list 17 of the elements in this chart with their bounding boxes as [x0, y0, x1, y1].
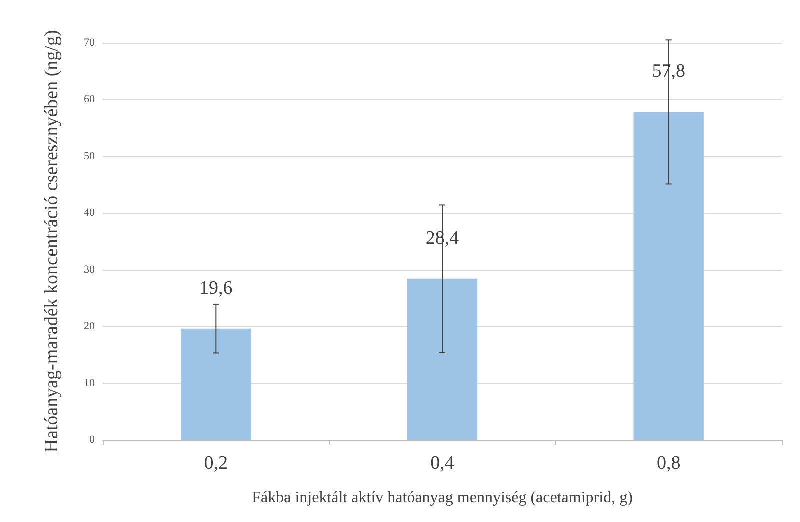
- y-axis-title: Hatóanyag-maradék koncentráció cseresznyében (ng/g): [42, 30, 62, 453]
- x-tick-label: 0,8: [656, 453, 681, 474]
- x-axis-title: Fákba injektált aktív hatóanyag mennyiség (acetamiprid, g): [252, 490, 633, 506]
- y-tick-label: 40: [84, 207, 96, 220]
- data-label: 19,6: [200, 278, 233, 299]
- bar: [634, 112, 704, 440]
- bar: [181, 328, 252, 440]
- y-tick-label: 60: [84, 94, 96, 106]
- y-tick-label: 0: [90, 434, 96, 446]
- y-tick-label: 70: [84, 37, 96, 49]
- y-tick-label: 10: [84, 377, 96, 390]
- y-tick-label: 30: [84, 264, 96, 276]
- x-tick-label: 0,4: [430, 453, 455, 474]
- y-tick-label: 20: [84, 320, 96, 333]
- x-tick-label: 0,2: [204, 453, 228, 474]
- bar: [407, 278, 478, 440]
- y-tick-label: 50: [84, 150, 96, 162]
